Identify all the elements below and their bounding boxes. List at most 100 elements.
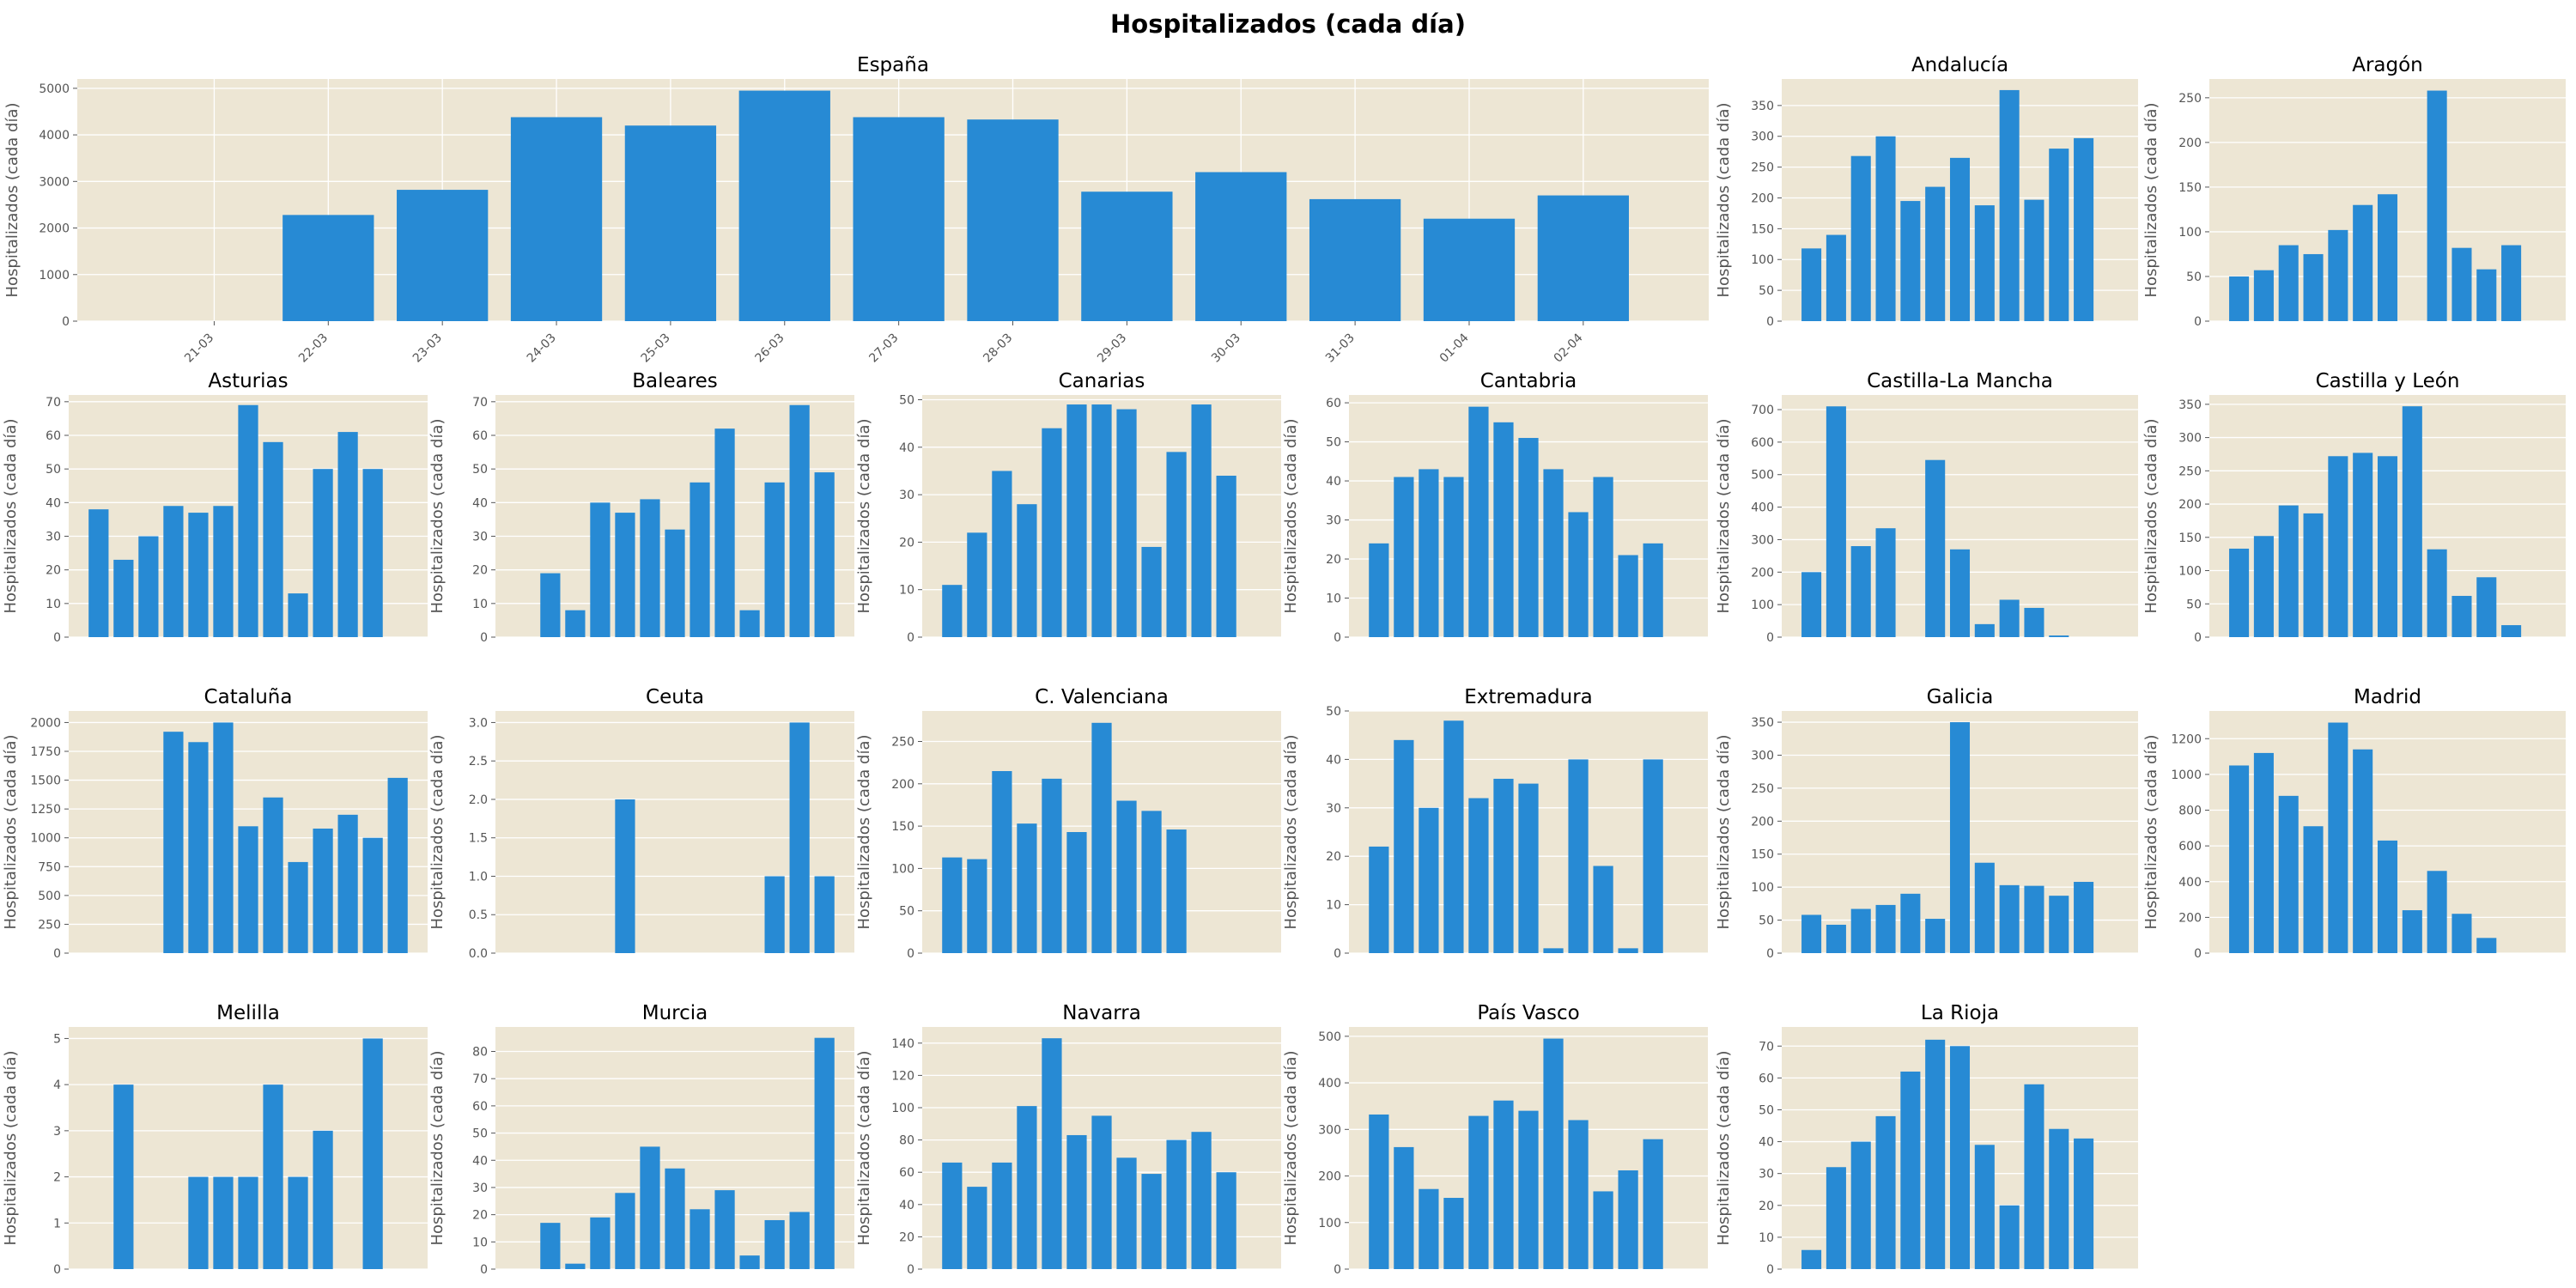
y-tick-label: 70 [472,1072,488,1086]
y-tick-label: 0 [907,1263,914,1277]
y-tick-label: 200 [1751,815,1774,829]
bar [1166,452,1187,637]
bar [213,506,234,637]
y-tick-label: 350 [2178,398,2202,412]
bar [1091,404,1112,637]
y-axis-label: Hospitalizados (cada día) [428,418,447,613]
y-axis-label: Hospitalizados (cada día) [2,734,20,929]
y-tick-label: 4 [53,1078,61,1092]
y-tick-label: 600 [2178,840,2202,854]
y-tick-label: 2.5 [469,755,488,769]
y-tick-label: 50 [46,463,61,477]
bar [1618,555,1638,637]
bar [313,1130,333,1269]
bar [1875,528,1896,637]
bar [1017,1106,1037,1269]
panel-castilla-la-mancha: 0 100 200 300 400 500 600 700 Castilla-La Mancha… [1715,370,2138,645]
bar [1141,811,1162,953]
bar [992,771,1012,953]
y-tick-label: 1000 [39,269,70,283]
y-tick-label: 100 [1751,881,1774,895]
bar [2377,840,2398,953]
bar [1468,798,1489,953]
y-tick-label: 250 [1751,161,1774,175]
y-tick-label: 40 [1326,753,1341,767]
y-tick-label: 20 [1759,1200,1774,1213]
bar [1593,866,1613,953]
bar [1826,406,1846,637]
bar [1017,504,1037,637]
bar [337,814,358,953]
y-tick-label: 1250 [30,803,61,817]
bar [397,190,489,321]
y-axis-label: Hospitalizados (cada día) [1282,1050,1300,1245]
bar [640,499,660,637]
bar [665,1168,685,1269]
y-tick-label: 250 [2178,92,2202,106]
bar [540,573,561,637]
y-tick-label: 50 [1759,914,1774,928]
y-tick-label: 2000 [39,222,70,236]
panel-aragon: 0 50 100 150 200 250 Aragón Hospitalizados (cad… [2142,54,2566,329]
bar [1850,155,1871,321]
bar [789,722,810,953]
y-tick-label: 20 [46,564,61,578]
bar [510,117,603,321]
y-axis-label: Hospitalizados (cada día) [1715,734,1733,929]
panel-c-valenciana: 0 50 100 150 200 250 C. Valenciana Hospitalizad… [855,686,1281,961]
bar [1493,778,1514,953]
bar [992,1162,1012,1269]
bar [2049,896,2069,953]
y-tick-label: 300 [1751,749,1774,762]
y-tick-label: 0 [1334,631,1341,645]
y-tick-label: 500 [1318,1030,1341,1044]
bar [1042,428,1062,637]
panel-title: Navarra [1062,1002,1141,1024]
y-tick-label: 50 [2186,270,2202,284]
bar [1091,1115,1112,1269]
y-tick-label: 50 [899,394,914,408]
y-tick-label: 700 [1751,404,1774,417]
y-tick-label: 1750 [30,745,61,759]
y-tick-label: 5000 [39,82,70,96]
bar [2427,549,2447,637]
bar [1468,406,1489,637]
y-tick-label: 30 [46,531,61,544]
y-tick-label: 50 [1759,1103,1774,1117]
bar [188,513,209,637]
y-tick-label: 0 [480,631,488,645]
bar [188,1176,209,1269]
bar [1643,543,1663,637]
bar [362,469,383,637]
y-axis-label: Hospitalizados (cada día) [2,418,20,613]
bar [2229,765,2250,953]
bar [263,797,283,953]
bar [1216,476,1236,637]
bar [2229,276,2250,321]
panel-espana: 0 1000 2000 3000 4000 5000 21-03 22-03 23-03 24-0… [3,54,1709,366]
y-tick-label: 200 [1751,566,1774,580]
y-axis-label: Hospitalizados (cada día) [1282,734,1300,929]
bar [853,117,945,321]
bar [1543,1038,1564,1269]
y-tick-label: 200 [891,778,914,792]
y-tick-label: 0 [1334,1263,1341,1277]
bar [2049,635,2069,637]
bar [739,610,760,637]
panel-title: C. Valenciana [1035,686,1169,708]
y-tick-label: 200 [2178,911,2202,925]
y-tick-label: 150 [1751,848,1774,862]
bar [2253,270,2274,321]
bar [1419,807,1439,953]
bar [1543,948,1564,953]
bar [764,1219,785,1269]
bar [2303,253,2324,321]
y-tick-label: 0 [1766,631,1774,645]
y-tick-label: 0 [53,947,61,961]
y-tick-label: 1 [53,1217,61,1230]
bar [313,469,333,637]
y-tick-label: 30 [1326,514,1341,528]
panel-title: La Rioja [1921,1002,1999,1024]
bar [738,90,830,322]
